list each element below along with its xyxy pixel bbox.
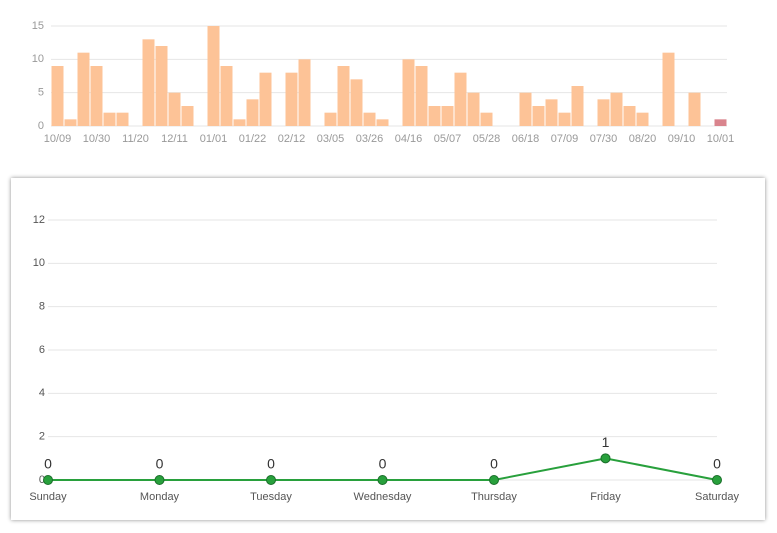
bar bbox=[103, 112, 116, 126]
bar bbox=[480, 112, 493, 126]
x-tick-label: 06/18 bbox=[512, 133, 540, 145]
bar bbox=[571, 86, 584, 126]
bar bbox=[441, 106, 454, 126]
bar bbox=[662, 52, 675, 126]
bar bbox=[51, 66, 64, 126]
x-tick-label: 03/05 bbox=[317, 133, 345, 145]
bar bbox=[623, 106, 636, 126]
y-tick-label: 12 bbox=[33, 214, 45, 226]
x-tick-label: 04/16 bbox=[395, 133, 423, 145]
y-tick-label: 0 bbox=[39, 474, 45, 486]
bar bbox=[285, 72, 298, 126]
x-tick-label: 08/20 bbox=[629, 133, 657, 145]
x-tick-label: Monday bbox=[140, 491, 180, 503]
y-tick-label: 8 bbox=[39, 301, 45, 313]
x-tick-label: 07/09 bbox=[551, 133, 579, 145]
data-label: 0 bbox=[44, 456, 52, 472]
bar bbox=[116, 112, 129, 126]
bar bbox=[454, 72, 467, 126]
x-tick-label: Sunday bbox=[29, 491, 67, 503]
y-tick-label: 4 bbox=[39, 387, 45, 399]
data-label: 0 bbox=[267, 456, 275, 472]
point bbox=[377, 475, 388, 485]
x-tick-label: Saturday bbox=[695, 491, 740, 503]
x-tick-label: Tuesday bbox=[250, 491, 292, 503]
x-tick-label: 05/07 bbox=[434, 133, 462, 145]
weekday-panel bbox=[11, 178, 765, 520]
x-tick-label: 03/26 bbox=[356, 133, 384, 145]
data-label: 0 bbox=[379, 456, 387, 472]
x-tick-label: 10/01 bbox=[707, 133, 735, 145]
bar bbox=[155, 46, 168, 126]
x-tick-label: Wednesday bbox=[354, 491, 412, 503]
y-tick-label: 10 bbox=[33, 257, 45, 269]
bar bbox=[337, 66, 350, 126]
x-tick-label: 12/11 bbox=[161, 133, 188, 145]
x-tick-label: 11/20 bbox=[122, 133, 149, 145]
x-tick-label: Thursday bbox=[471, 491, 517, 503]
point bbox=[266, 475, 276, 485]
bar bbox=[636, 112, 649, 126]
y-tick-label: 15 bbox=[32, 20, 44, 32]
bar bbox=[363, 112, 376, 126]
bar bbox=[77, 52, 90, 126]
data-label: 0 bbox=[490, 456, 498, 472]
bar bbox=[545, 99, 558, 126]
x-tick-label: 01/01 bbox=[200, 133, 228, 145]
bar bbox=[168, 92, 181, 126]
bar bbox=[64, 119, 77, 126]
x-tick-label: 10/30 bbox=[83, 133, 111, 145]
y-tick-label: 0 bbox=[38, 120, 44, 132]
y-tick-label: 6 bbox=[39, 344, 45, 356]
bar bbox=[428, 106, 441, 126]
bar bbox=[415, 66, 428, 126]
data-label: 1 bbox=[602, 434, 610, 450]
x-tick-label: 07/30 bbox=[590, 133, 618, 145]
bar bbox=[597, 99, 610, 126]
data-label: 0 bbox=[156, 456, 164, 472]
bar bbox=[298, 59, 311, 127]
y-tick-label: 2 bbox=[39, 431, 45, 443]
bar bbox=[688, 92, 701, 126]
bar bbox=[90, 66, 103, 126]
bar bbox=[220, 66, 233, 126]
bar bbox=[233, 119, 246, 126]
bar bbox=[324, 112, 337, 126]
bar bbox=[350, 79, 363, 126]
x-tick-label: Friday bbox=[590, 491, 621, 503]
x-tick-label: 10/09 bbox=[44, 133, 72, 145]
bar bbox=[246, 99, 259, 126]
bar bbox=[142, 39, 155, 127]
bar bbox=[467, 92, 480, 126]
bar bbox=[610, 92, 623, 126]
data-label: 0 bbox=[713, 456, 721, 472]
bar bbox=[714, 119, 727, 126]
x-tick-label: 05/28 bbox=[473, 133, 501, 145]
point bbox=[712, 475, 722, 485]
x-tick-label: 09/10 bbox=[668, 133, 696, 145]
x-tick-label: 02/12 bbox=[278, 133, 306, 145]
x-tick-label: 01/22 bbox=[239, 133, 267, 145]
bar bbox=[207, 26, 220, 126]
bar bbox=[181, 106, 194, 126]
point bbox=[154, 475, 165, 485]
bar bbox=[558, 112, 571, 126]
bar bbox=[402, 59, 415, 127]
point bbox=[489, 475, 499, 485]
bar bbox=[532, 106, 545, 126]
bar bbox=[519, 92, 532, 126]
point bbox=[43, 475, 53, 485]
bar bbox=[259, 72, 272, 126]
point bbox=[600, 453, 611, 464]
y-tick-label: 5 bbox=[38, 87, 44, 99]
bar bbox=[376, 119, 389, 126]
y-tick-label: 10 bbox=[32, 53, 44, 65]
